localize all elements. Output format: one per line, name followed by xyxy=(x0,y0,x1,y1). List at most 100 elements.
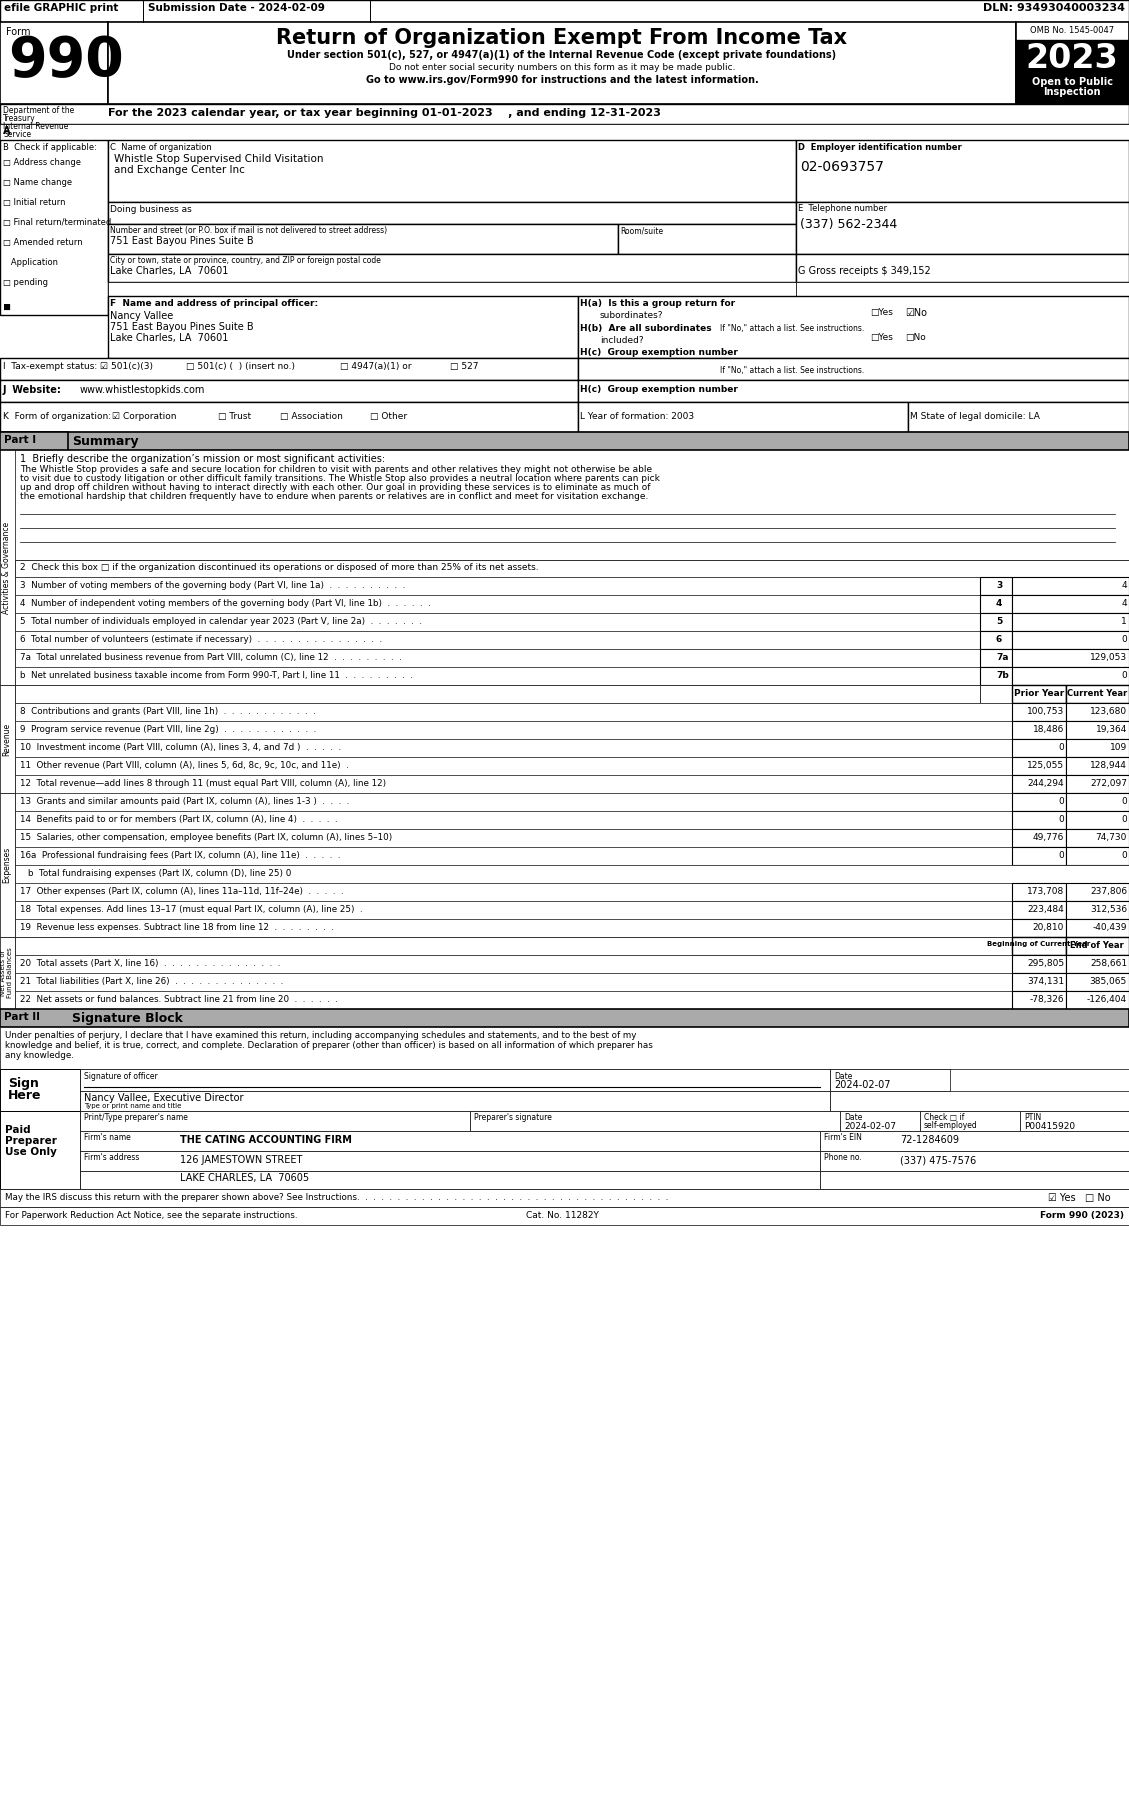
Text: OMB No. 1545-0047: OMB No. 1545-0047 xyxy=(1030,25,1114,35)
Text: included?: included? xyxy=(599,337,644,346)
Bar xyxy=(578,402,908,431)
Text: Nancy Vallee: Nancy Vallee xyxy=(110,311,173,320)
Text: and Exchange Center Inc: and Exchange Center Inc xyxy=(114,166,245,175)
Bar xyxy=(1016,22,1129,104)
Bar xyxy=(0,431,1129,449)
Text: 0: 0 xyxy=(1058,742,1064,751)
Text: 20,810: 20,810 xyxy=(1033,922,1064,931)
Text: -40,439: -40,439 xyxy=(1093,922,1127,931)
Text: Application: Application xyxy=(3,258,58,267)
Text: May the IRS discuss this return with the preparer shown above? See Instructions.: May the IRS discuss this return with the… xyxy=(5,1193,668,1202)
Text: Go to www.irs.gov/Form990 for instructions and the latest information.: Go to www.irs.gov/Form990 for instructio… xyxy=(366,75,759,85)
Text: H(c)  Group exemption number: H(c) Group exemption number xyxy=(580,386,738,395)
Text: 7a: 7a xyxy=(996,653,1008,662)
Bar xyxy=(108,255,796,282)
Text: Under section 501(c), 527, or 4947(a)(1) of the Internal Revenue Code (except pr: Under section 501(c), 527, or 4947(a)(1)… xyxy=(288,49,837,60)
Bar xyxy=(980,631,1012,649)
Text: 6: 6 xyxy=(996,635,1003,644)
Text: 21  Total liabilities (Part X, line 26)  .  .  .  .  .  .  .  .  .  .  .  .  .  : 21 Total liabilities (Part X, line 26) .… xyxy=(20,977,283,986)
Text: Activities & Governance: Activities & Governance xyxy=(2,522,11,613)
Bar xyxy=(80,1171,820,1190)
Text: F  Name and address of principal officer:: F Name and address of principal officer: xyxy=(110,298,318,307)
Text: Sign: Sign xyxy=(8,1077,38,1090)
Text: 16a  Professional fundraising fees (Part IX, column (A), line 11e)  .  .  .  .  : 16a Professional fundraising fees (Part … xyxy=(20,851,341,860)
Text: □ 527: □ 527 xyxy=(450,362,479,371)
Bar xyxy=(980,577,1012,595)
Text: H(c)  Group exemption number: H(c) Group exemption number xyxy=(580,347,738,357)
Text: □ Other: □ Other xyxy=(370,411,408,420)
Bar xyxy=(0,1028,1129,1070)
Bar xyxy=(1012,973,1066,991)
Text: ☑No: ☑No xyxy=(905,307,927,318)
Bar xyxy=(840,1111,920,1131)
Text: ☑ Corporation: ☑ Corporation xyxy=(112,411,176,420)
Bar xyxy=(796,202,1129,255)
Bar xyxy=(0,380,578,402)
Text: For the 2023 calendar year, or tax year beginning 01-01-2023    , and ending 12-: For the 2023 calendar year, or tax year … xyxy=(108,107,660,118)
Bar xyxy=(1066,793,1129,811)
Text: 237,806: 237,806 xyxy=(1089,888,1127,897)
Text: Firm's EIN: Firm's EIN xyxy=(824,1133,861,1142)
Bar xyxy=(1012,720,1066,739)
Text: 4: 4 xyxy=(1121,598,1127,608)
Bar xyxy=(80,1131,820,1151)
Text: 125,055: 125,055 xyxy=(1027,760,1064,769)
Text: 1: 1 xyxy=(1121,617,1127,626)
Text: 244,294: 244,294 xyxy=(1027,779,1064,788)
Text: Do not enter social security numbers on this form as it may be made public.: Do not enter social security numbers on … xyxy=(388,64,735,73)
Text: 2024-02-07: 2024-02-07 xyxy=(834,1080,891,1090)
Text: Firm's address: Firm's address xyxy=(84,1153,139,1162)
Text: □ Amended return: □ Amended return xyxy=(3,238,82,247)
Bar xyxy=(15,613,980,631)
Text: PTIN: PTIN xyxy=(1024,1113,1041,1122)
Text: 0: 0 xyxy=(1058,815,1064,824)
Bar xyxy=(1066,811,1129,829)
Bar xyxy=(0,104,1129,124)
Bar xyxy=(1066,829,1129,848)
Text: Prior Year: Prior Year xyxy=(1014,689,1065,698)
Text: K  Form of organization:: K Form of organization: xyxy=(3,411,111,420)
Text: Part I: Part I xyxy=(5,435,36,446)
Text: If "No," attach a list. See instructions.: If "No," attach a list. See instructions… xyxy=(720,324,865,333)
Text: 0: 0 xyxy=(1058,851,1064,860)
Text: knowledge and belief, it is true, correct, and complete. Declaration of preparer: knowledge and belief, it is true, correc… xyxy=(5,1040,653,1050)
Text: Open to Public: Open to Public xyxy=(1032,76,1112,87)
Text: Paid: Paid xyxy=(5,1124,30,1135)
Text: 8  Contributions and grants (Part VIII, line 1h)  .  .  .  .  .  .  .  .  .  .  : 8 Contributions and grants (Part VIII, l… xyxy=(20,708,316,717)
Text: any knowledge.: any knowledge. xyxy=(5,1051,73,1060)
Bar xyxy=(908,402,1129,431)
Text: Part II: Part II xyxy=(5,1011,40,1022)
Text: Expenses: Expenses xyxy=(2,848,11,884)
Bar xyxy=(15,668,980,686)
Bar xyxy=(1012,577,1129,595)
Bar xyxy=(15,739,1012,757)
Text: H(b)  Are all subordinates: H(b) Are all subordinates xyxy=(580,324,711,333)
Bar xyxy=(15,937,1012,955)
Text: D  Employer identification number: D Employer identification number xyxy=(798,144,962,153)
Text: □ Initial return: □ Initial return xyxy=(3,198,65,207)
Bar xyxy=(15,720,1012,739)
Text: 751 East Bayou Pines Suite B: 751 East Bayou Pines Suite B xyxy=(110,236,254,246)
Bar xyxy=(15,829,1012,848)
Text: □ No: □ No xyxy=(1085,1193,1111,1202)
Text: 3  Number of voting members of the governing body (Part VI, line 1a)  .  .  .  .: 3 Number of voting members of the govern… xyxy=(20,580,405,589)
Text: 100,753: 100,753 xyxy=(1026,708,1064,717)
Bar xyxy=(578,380,1129,402)
Bar xyxy=(820,1151,1129,1171)
Bar xyxy=(1066,882,1129,900)
Text: 5: 5 xyxy=(996,617,1003,626)
Text: 0: 0 xyxy=(1121,671,1127,680)
Text: 374,131: 374,131 xyxy=(1027,977,1064,986)
Text: □ Address change: □ Address change xyxy=(3,158,81,167)
Bar xyxy=(980,668,1012,686)
Bar xyxy=(1012,829,1066,848)
Text: (337) 562-2344: (337) 562-2344 xyxy=(800,218,898,231)
Text: □ 4947(a)(1) or: □ 4947(a)(1) or xyxy=(340,362,411,371)
Text: Preparer: Preparer xyxy=(5,1137,56,1146)
Bar xyxy=(980,613,1012,631)
Text: End of Year: End of Year xyxy=(1070,940,1123,950)
Text: 1  Briefly describe the organization’s mission or most significant activities:: 1 Briefly describe the organization’s mi… xyxy=(20,455,385,464)
Text: 49,776: 49,776 xyxy=(1033,833,1064,842)
Bar xyxy=(80,1111,470,1131)
Bar xyxy=(1012,757,1066,775)
